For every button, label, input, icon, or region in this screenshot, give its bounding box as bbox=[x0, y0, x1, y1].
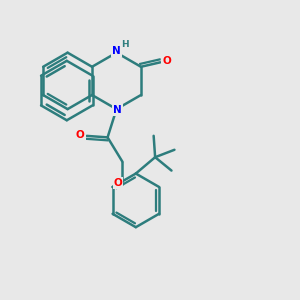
Text: O: O bbox=[162, 56, 171, 66]
Text: N: N bbox=[112, 46, 121, 56]
Text: O: O bbox=[76, 130, 85, 140]
Text: H: H bbox=[121, 40, 129, 49]
Text: N: N bbox=[113, 105, 122, 115]
Text: O: O bbox=[114, 178, 122, 188]
